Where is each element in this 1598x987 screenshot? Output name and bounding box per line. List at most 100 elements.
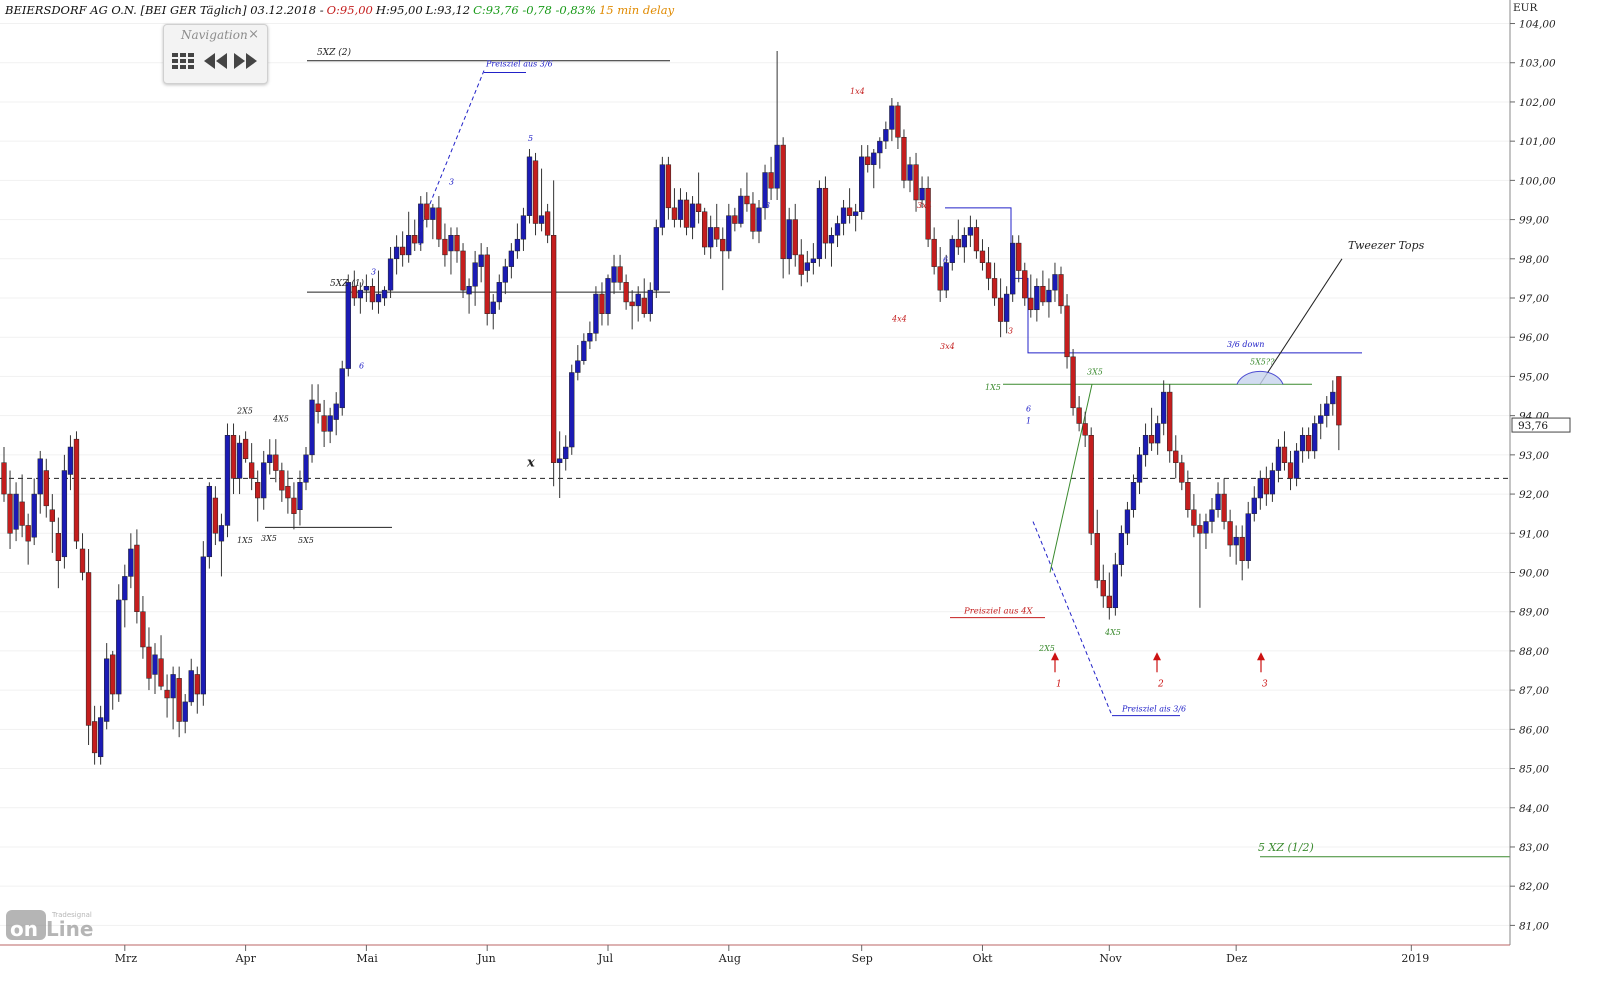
candle xyxy=(393,235,400,275)
candle-body xyxy=(357,289,364,299)
candle xyxy=(1275,439,1282,483)
candle xyxy=(659,156,666,236)
candle-body xyxy=(1299,434,1306,452)
candle xyxy=(351,270,357,306)
candle-body xyxy=(460,250,466,291)
candle-body xyxy=(1167,391,1173,452)
navigation-panel[interactable]: Navigation × xyxy=(163,24,268,84)
candle xyxy=(1100,564,1106,608)
candle-body xyxy=(1136,454,1143,483)
candle xyxy=(1112,552,1119,616)
candle xyxy=(303,447,309,491)
high-value: H:95,00 xyxy=(375,3,423,17)
svg-text:on: on xyxy=(10,917,38,941)
candle xyxy=(883,121,889,150)
arrow-label: 1 xyxy=(1056,679,1062,689)
candle xyxy=(122,564,128,628)
candle xyxy=(1076,396,1082,432)
candle-body xyxy=(110,654,116,695)
candle xyxy=(1215,482,1221,518)
candle xyxy=(1227,509,1233,557)
candle xyxy=(418,196,424,251)
candle-body xyxy=(623,282,629,303)
candle-body xyxy=(804,262,810,271)
candle xyxy=(412,219,418,251)
candle xyxy=(140,596,146,659)
candle xyxy=(871,149,877,189)
candle-body xyxy=(726,215,732,252)
candle-body xyxy=(448,235,454,252)
candle xyxy=(182,694,188,734)
candle xyxy=(514,223,521,259)
y-unit-label: EUR xyxy=(1513,2,1539,14)
label-3x5-right: 3X5 xyxy=(1087,367,1103,376)
candle-body xyxy=(593,293,599,334)
candle xyxy=(599,282,605,326)
candle-body xyxy=(297,482,303,511)
candle xyxy=(1046,278,1052,318)
low-value: L:93,12 xyxy=(425,3,471,17)
red-arrow-2: 2 xyxy=(1153,652,1164,689)
label-wave-digit: 6 xyxy=(359,362,364,371)
candle-body xyxy=(635,293,641,307)
candle xyxy=(822,176,829,259)
candle xyxy=(750,192,756,240)
candle xyxy=(7,470,13,549)
candle-body xyxy=(1,462,7,495)
candle xyxy=(152,643,158,695)
candle xyxy=(291,482,297,530)
symbol-info: BEIERSDORF AG O.N. [BEI GER Täglich] 03.… xyxy=(5,3,324,17)
candle xyxy=(285,470,291,514)
candle xyxy=(297,470,303,526)
candle-body xyxy=(865,156,871,165)
candle xyxy=(1130,474,1137,518)
candle xyxy=(43,458,49,518)
candle xyxy=(85,548,92,746)
candle-body xyxy=(931,238,937,267)
candle xyxy=(104,643,110,730)
candle xyxy=(792,203,798,267)
candle xyxy=(611,254,617,295)
candle xyxy=(677,188,684,228)
grid-menu-icon[interactable] xyxy=(172,53,194,73)
candle-body xyxy=(267,454,273,463)
candle-body xyxy=(13,493,19,530)
candle-body xyxy=(339,368,345,409)
candle xyxy=(466,278,472,314)
candle xyxy=(1173,435,1179,479)
candle xyxy=(79,533,86,581)
candle-body xyxy=(61,470,68,558)
candle xyxy=(91,705,98,765)
candle xyxy=(309,384,315,463)
candle xyxy=(1324,396,1330,428)
candle-body xyxy=(641,297,647,314)
label-tweezer-tops: Tweezer Tops xyxy=(1348,239,1425,252)
candle-body xyxy=(617,266,623,283)
candle-body xyxy=(291,497,297,514)
fast-forward-icon[interactable] xyxy=(234,53,258,73)
candle xyxy=(605,274,611,326)
candle xyxy=(194,666,200,714)
candle xyxy=(756,199,762,244)
candle-body xyxy=(236,442,243,479)
candle xyxy=(1269,462,1276,502)
close-icon[interactable]: × xyxy=(248,27,259,42)
label-3-6-down: 3/6 down xyxy=(1227,340,1264,349)
candle-body xyxy=(55,533,62,561)
candle-body xyxy=(146,646,152,679)
candle xyxy=(834,215,841,248)
candle xyxy=(575,345,581,381)
candle xyxy=(901,129,907,189)
rewind-icon[interactable] xyxy=(204,53,228,73)
candle-body xyxy=(230,434,237,479)
candle xyxy=(1299,427,1306,463)
candle xyxy=(1,447,7,502)
candle-body xyxy=(985,262,992,279)
candle xyxy=(1088,427,1094,546)
candle xyxy=(979,239,986,271)
candle-body xyxy=(381,289,388,299)
candle xyxy=(321,399,327,448)
candle-body xyxy=(538,215,545,224)
candle-body xyxy=(895,105,901,138)
